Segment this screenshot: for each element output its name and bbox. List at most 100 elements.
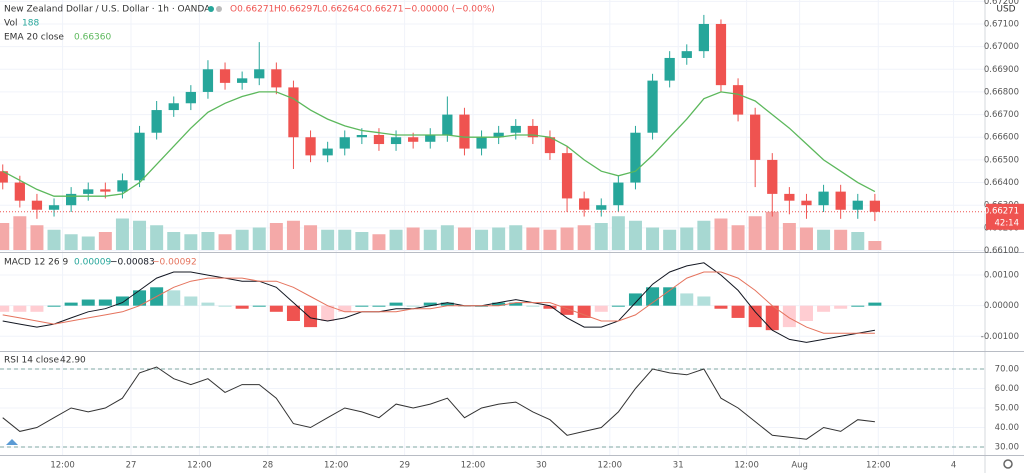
- y-tick-label: 40.00: [995, 423, 1019, 433]
- macd-histogram-bar: [372, 305, 386, 307]
- macd-histogram-bar: [0, 305, 10, 312]
- candle-body: [100, 189, 111, 192]
- candle-body: [83, 189, 94, 194]
- x-tick-label: 12:00: [598, 461, 623, 471]
- rsi-value: 42.90: [60, 356, 86, 366]
- candle-body: [117, 180, 128, 192]
- volume-bar: [765, 211, 779, 250]
- volume-bar: [235, 229, 249, 250]
- volume-bar: [475, 229, 489, 250]
- macd-histogram-bar: [218, 305, 232, 307]
- macd-histogram-bar: [13, 305, 27, 312]
- y-tick-label: 0.67200: [984, 0, 1019, 7]
- volume-bar: [748, 216, 762, 250]
- volume-bar: [201, 232, 215, 250]
- scroll-icon[interactable]: [6, 439, 18, 445]
- macd-histogram-bar: [269, 305, 283, 312]
- x-tick-label: 12:00: [324, 461, 349, 471]
- volume-bar: [851, 232, 865, 250]
- macd-histogram-bar: [338, 305, 352, 312]
- countdown: 42:14: [995, 218, 1020, 228]
- status-dot: [208, 6, 214, 12]
- candle-body: [237, 78, 248, 83]
- volume-value: 188: [22, 19, 39, 29]
- macd-histogram-bar: [355, 305, 369, 307]
- candle-body: [579, 198, 590, 210]
- candle-body: [0, 171, 8, 183]
- candle-body: [681, 51, 692, 58]
- volume-bar: [13, 216, 27, 250]
- candle-body: [801, 200, 812, 206]
- macd-histogram-bar: [817, 305, 831, 312]
- rsi-line: [2, 366, 875, 440]
- macd-histogram-bar: [834, 305, 848, 309]
- candle-body: [596, 205, 607, 210]
- symbol-title: New Zealand Dollar / U.S. Dollar · 1h · …: [4, 5, 211, 15]
- candle-body: [732, 85, 744, 115]
- y-tick-label: 30.00: [995, 443, 1019, 453]
- y-tick-label: 0.67000: [984, 42, 1019, 52]
- macd-histogram-bar: [30, 305, 44, 312]
- volume-bar: [423, 229, 437, 250]
- ohlc-close: C0.66271: [360, 5, 404, 15]
- candle-body: [698, 23, 709, 52]
- y-tick-label: 0.67100: [984, 19, 1019, 29]
- candle-body: [271, 69, 282, 88]
- macd-legend: MACD 12 26 9: [4, 258, 68, 268]
- volume-bar: [355, 232, 369, 250]
- volume-bar: [0, 223, 10, 250]
- volume-bar: [304, 225, 318, 250]
- candle-body: [647, 80, 658, 133]
- volume-bar: [611, 216, 625, 250]
- macd-histogram-bar: [440, 302, 454, 306]
- settings-icon[interactable]: [1003, 459, 1013, 469]
- x-tick-label: 12:00: [734, 461, 759, 471]
- volume-bar: [30, 225, 44, 250]
- macd-histogram-bar: [406, 305, 420, 307]
- candle-body: [442, 114, 453, 135]
- candle-body: [664, 57, 675, 81]
- candle-body: [14, 182, 25, 201]
- macd-histogram-bar: [286, 305, 300, 321]
- volume-bar: [509, 225, 523, 250]
- candle-body: [510, 125, 521, 133]
- x-tick-label: 31: [673, 461, 684, 471]
- volume-bar: [663, 229, 677, 250]
- candle-body: [322, 148, 333, 156]
- macd-histogram-bar: [731, 305, 745, 318]
- macd-signal-value: −0.00092: [152, 258, 197, 268]
- volume-bar: [286, 220, 300, 250]
- volume-bar: [868, 241, 882, 250]
- volume-bar: [646, 227, 660, 250]
- candle-body: [869, 200, 881, 212]
- macd-histogram-bar: [133, 290, 147, 306]
- candle-body: [134, 132, 145, 181]
- y-tick-label: 70.00: [995, 364, 1019, 374]
- macd-histogram-bar: [423, 302, 437, 306]
- volume-bar: [167, 232, 181, 250]
- ohlc-change: −0.00000 (−0.00%): [404, 5, 495, 15]
- macd-histogram-bar: [748, 305, 762, 328]
- volume-bar: [457, 227, 471, 250]
- ohlc-low: L0.66264: [317, 5, 360, 15]
- signal-line: [2, 271, 875, 334]
- x-tick-label: 12:00: [866, 461, 891, 471]
- volume-legend: Vol: [4, 19, 17, 29]
- candle-body: [66, 193, 77, 206]
- candle-body: [835, 191, 846, 210]
- volume-bar: [680, 227, 694, 250]
- volume-bar: [64, 234, 78, 250]
- volume-bar: [150, 225, 164, 250]
- y-tick-label: -0.00100: [981, 332, 1019, 342]
- volume-bar: [218, 234, 232, 250]
- macd-histogram-bar: [321, 305, 335, 321]
- macd-histogram-bar: [81, 299, 95, 306]
- volume-bar: [389, 229, 403, 250]
- ohlc-open: O0.66271: [230, 5, 274, 15]
- ema-line: [2, 91, 876, 197]
- candle-body: [339, 137, 350, 149]
- candle-body: [784, 193, 795, 201]
- candle-body: [219, 69, 231, 83]
